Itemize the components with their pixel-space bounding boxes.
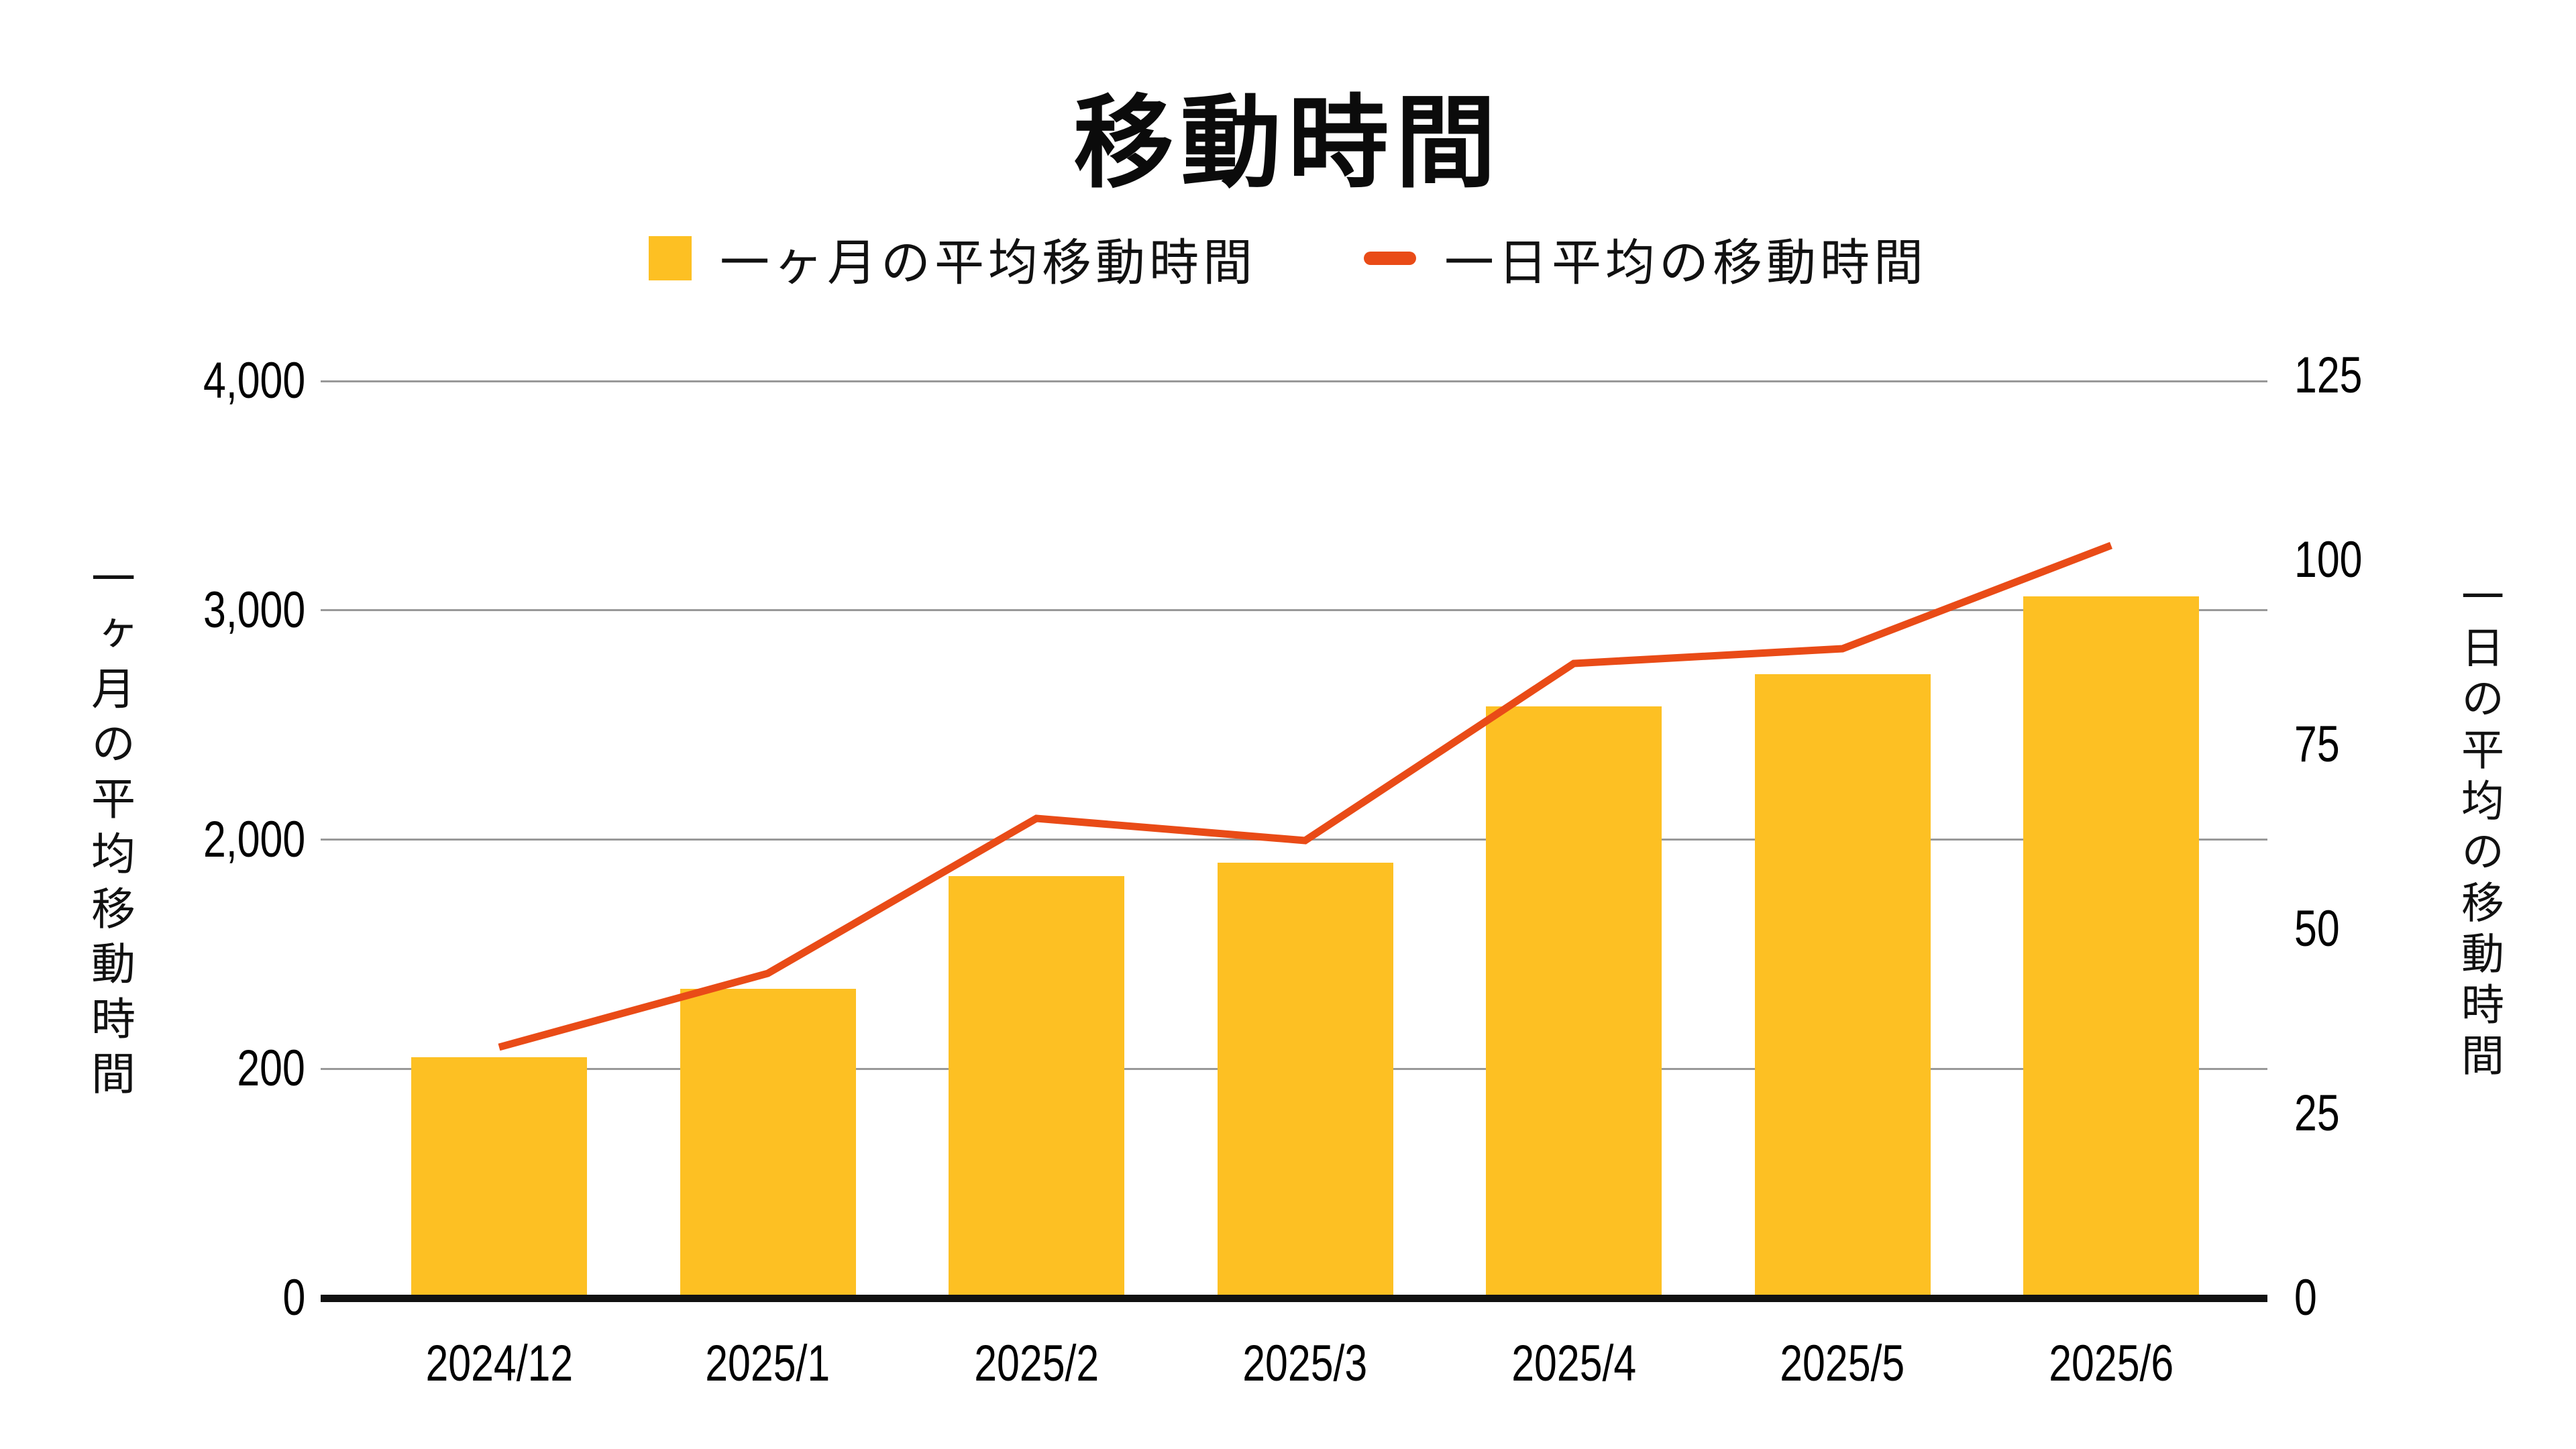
left-axis-tick-label: 4,000 <box>104 349 305 413</box>
x-axis-tick-value: 2024/12 <box>425 1335 573 1392</box>
legend-item-daily: 一日平均の移動時間 <box>1364 223 1927 294</box>
bar-2025/3 <box>1217 862 1393 1298</box>
x-axis-tick-value: 2025/3 <box>1242 1335 1368 1392</box>
right-axis-tick-label: 100 <box>2294 528 2496 592</box>
left-axis-tick-value: 3,000 <box>203 581 305 639</box>
legend-swatch-monthly-bar <box>649 236 692 280</box>
x-axis-tick-value: 2025/1 <box>705 1335 830 1392</box>
left-axis-title: 一ヶ月の平均移動時間 <box>85 555 135 1106</box>
left-axis-tick-value: 2,000 <box>203 810 305 868</box>
x-axis-tick-value: 2025/2 <box>974 1335 1099 1392</box>
left-axis-tick-label: 3,000 <box>104 578 305 643</box>
line-path <box>498 541 2112 1051</box>
legend-item-monthly: 一ヶ月の平均移動時間 <box>649 223 1256 294</box>
right-axis-tick-value: 50 <box>2294 900 2340 957</box>
bar-2025/5 <box>1754 674 1931 1298</box>
right-axis-title: 一日の平均の移動時間 <box>2455 574 2504 1084</box>
left-axis-tick-label: 0 <box>104 1266 305 1330</box>
gridline <box>321 380 2267 382</box>
legend-label-daily: 一日平均の移動時間 <box>1444 234 1927 290</box>
x-axis-tick-label: 2025/1 <box>627 1332 909 1396</box>
right-axis-tick-value: 100 <box>2294 531 2363 588</box>
bar-2025/4 <box>1486 706 1662 1298</box>
x-axis-tick-label: 2025/6 <box>1970 1332 2252 1396</box>
left-axis-tick-value: 4,000 <box>203 352 305 409</box>
bar-2025/6 <box>2023 596 2199 1298</box>
bar-2024/12 <box>411 1057 587 1298</box>
right-axis-tick-label: 0 <box>2294 1266 2496 1330</box>
x-axis-tick-value: 2025/4 <box>1511 1335 1636 1392</box>
left-axis-tick-value: 200 <box>237 1040 305 1097</box>
legend-label-monthly: 一ヶ月の平均移動時間 <box>720 234 1256 290</box>
x-axis-tick-label: 2025/2 <box>896 1332 1177 1396</box>
x-axis-tick-value: 2025/6 <box>2049 1335 2174 1392</box>
right-axis-tick-label: 125 <box>2294 343 2496 408</box>
x-axis-tick-label: 2025/4 <box>1433 1332 1715 1396</box>
left-axis-tick-label: 2,000 <box>104 808 305 872</box>
x-axis-tick-label: 2025/3 <box>1165 1332 1446 1396</box>
legend: 一ヶ月の平均移動時間 一日平均の移動時間 <box>0 228 2576 290</box>
gridline <box>321 609 2267 612</box>
bar-2025/1 <box>680 988 856 1298</box>
legend-swatch-daily-line <box>1364 252 1416 265</box>
chart-title: 移動時間 <box>1073 87 1503 199</box>
right-axis-tick-value: 125 <box>2294 347 2363 404</box>
right-axis-tick-label: 75 <box>2294 712 2496 777</box>
right-axis-tick-label: 50 <box>2294 897 2496 961</box>
right-axis-tick-value: 25 <box>2294 1085 2340 1142</box>
x-axis-tick-label: 2025/5 <box>1702 1332 1984 1396</box>
bar-2025/2 <box>949 876 1124 1298</box>
right-axis-tick-value: 0 <box>2294 1269 2317 1326</box>
left-axis-tick-label: 200 <box>104 1036 305 1101</box>
right-axis-tick-value: 75 <box>2294 716 2340 773</box>
x-axis-tick-label: 2024/12 <box>358 1332 640 1396</box>
right-axis-tick-label: 25 <box>2294 1081 2496 1146</box>
x-axis-tick-value: 2025/5 <box>1780 1335 1905 1392</box>
x-axis-line <box>321 1295 2267 1302</box>
left-axis-tick-value: 0 <box>282 1269 305 1326</box>
